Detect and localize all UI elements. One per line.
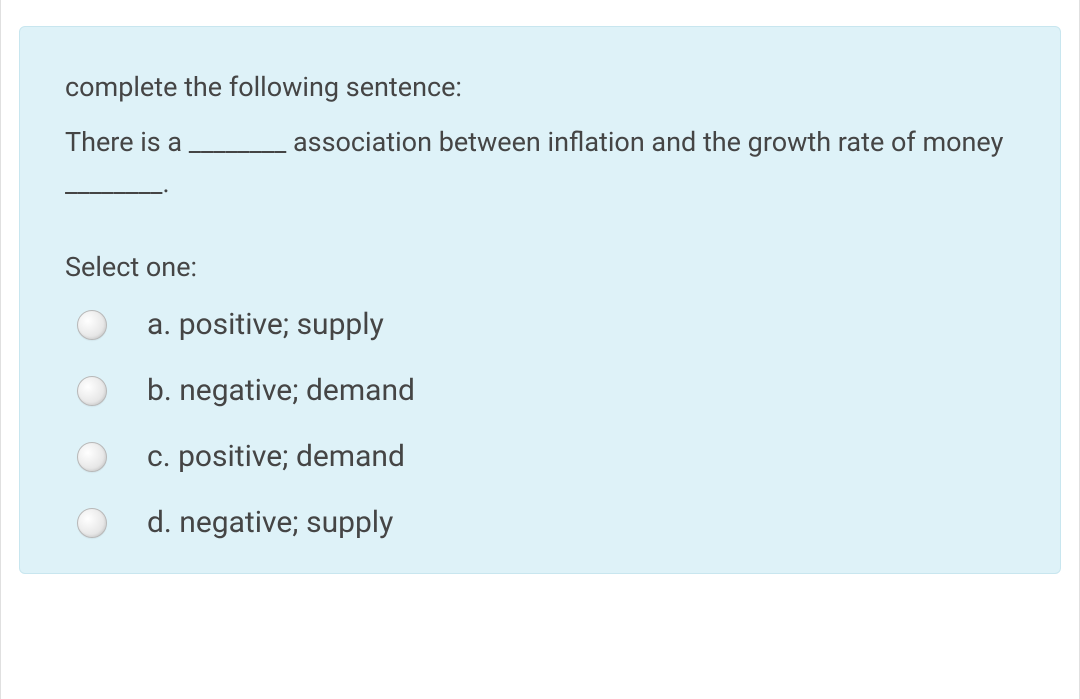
option-letter: c. bbox=[147, 439, 171, 474]
radio-icon[interactable] bbox=[77, 310, 107, 340]
option-label: negative; supply bbox=[179, 505, 393, 540]
radio-icon[interactable] bbox=[77, 442, 107, 472]
radio-icon[interactable] bbox=[77, 376, 107, 406]
radio-icon[interactable] bbox=[77, 508, 107, 538]
option-letter: b. bbox=[147, 373, 172, 408]
option-letter: d. bbox=[147, 505, 172, 540]
option-text: c. positive; demand bbox=[147, 439, 405, 475]
option-row-d[interactable]: d. negative; supply bbox=[77, 505, 1015, 541]
option-text: d. negative; supply bbox=[147, 505, 393, 541]
options-list: a. positive; supply b. negative; demand … bbox=[65, 307, 1015, 541]
option-text: b. negative; demand bbox=[147, 373, 415, 409]
question-sentence: There is a ________ association between … bbox=[65, 122, 1015, 206]
select-one-label: Select one: bbox=[65, 251, 1015, 283]
option-text: a. positive; supply bbox=[147, 307, 384, 343]
option-row-b[interactable]: b. negative; demand bbox=[77, 373, 1015, 409]
question-prompt: complete the following sentence: bbox=[65, 67, 1015, 108]
option-row-c[interactable]: c. positive; demand bbox=[77, 439, 1015, 475]
option-row-a[interactable]: a. positive; supply bbox=[77, 307, 1015, 343]
option-label: positive; demand bbox=[178, 439, 405, 474]
option-label: negative; demand bbox=[179, 373, 415, 408]
option-letter: a. bbox=[147, 307, 171, 342]
question-card: complete the following sentence: There i… bbox=[19, 26, 1061, 574]
option-label: positive; supply bbox=[179, 307, 384, 342]
